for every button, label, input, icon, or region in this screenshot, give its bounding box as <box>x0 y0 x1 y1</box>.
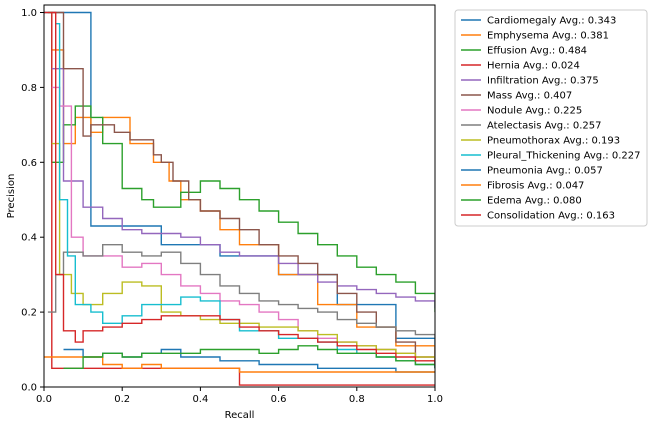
y-axis-ticks: 0.0 0.2 0.4 0.6 0.8 1.0 <box>21 8 44 394</box>
legend-entry: Edema Avg.: 0.080 <box>487 196 582 207</box>
legend-box <box>454 9 648 227</box>
series-line-14 <box>51 11 435 365</box>
series-line-12 <box>44 356 435 373</box>
legend-entry: Hernia Avg.: 0.024 <box>487 61 580 72</box>
legend-entry: Atelectasis Avg.: 0.257 <box>487 121 601 132</box>
x-tick-label: 0.6 <box>271 394 287 405</box>
x-tick-label: 0.8 <box>349 394 365 405</box>
series-lines <box>44 11 435 386</box>
series-line-8 <box>47 244 435 339</box>
y-tick-label: 0.0 <box>21 383 37 394</box>
legend-entry: Pneumothorax Avg.: 0.193 <box>487 136 620 147</box>
legend-entry: Nodule Avg.: 0.225 <box>487 106 582 117</box>
x-tick-label: 1.0 <box>427 394 443 405</box>
legend: Cardiomegaly Avg.: 0.343 Emphysema Avg.: … <box>454 9 648 227</box>
x-axis-label: Recall <box>225 410 255 421</box>
legend-entry: Pneumonia Avg.: 0.057 <box>487 166 603 177</box>
series-line-10 <box>55 23 435 369</box>
series-line-6 <box>51 11 435 369</box>
x-axis-ticks: 0.0 0.2 0.4 0.6 0.8 1.0 <box>36 387 443 405</box>
legend-entry: Mass Avg.: 0.407 <box>487 91 572 102</box>
series-line-3 <box>47 11 435 313</box>
series-line-9 <box>51 142 435 361</box>
legend-entry: Cardiomegaly Avg.: 0.343 <box>487 16 616 27</box>
legend-entry: Effusion Avg.: 0.484 <box>487 46 587 57</box>
legend-entry: Consolidation Avg.: 0.163 <box>487 211 615 222</box>
series-line-13 <box>63 345 435 369</box>
plot-frame <box>43 4 436 388</box>
legend-entry: Emphysema Avg.: 0.381 <box>487 31 609 42</box>
y-tick-label: 0.2 <box>21 308 37 319</box>
series-line-2 <box>51 49 435 361</box>
y-tick-label: 0.6 <box>21 158 37 169</box>
legend-entry: Pleural_Thickening Avg.: 0.227 <box>487 151 640 162</box>
x-tick-label: 0.2 <box>114 394 130 405</box>
y-tick-label: 1.0 <box>21 8 37 19</box>
x-tick-label: 0.0 <box>36 394 52 405</box>
y-axis-label: Precision <box>6 174 17 219</box>
legend-entry: Infiltration Avg.: 0.375 <box>487 76 599 87</box>
legend-entry: Fibrosis Avg.: 0.047 <box>487 181 584 192</box>
series-line-5 <box>51 68 435 309</box>
y-tick-label: 0.4 <box>21 233 37 244</box>
series-line-7 <box>51 86 435 361</box>
y-tick-label: 0.8 <box>21 83 37 94</box>
x-tick-label: 0.4 <box>192 394 208 405</box>
